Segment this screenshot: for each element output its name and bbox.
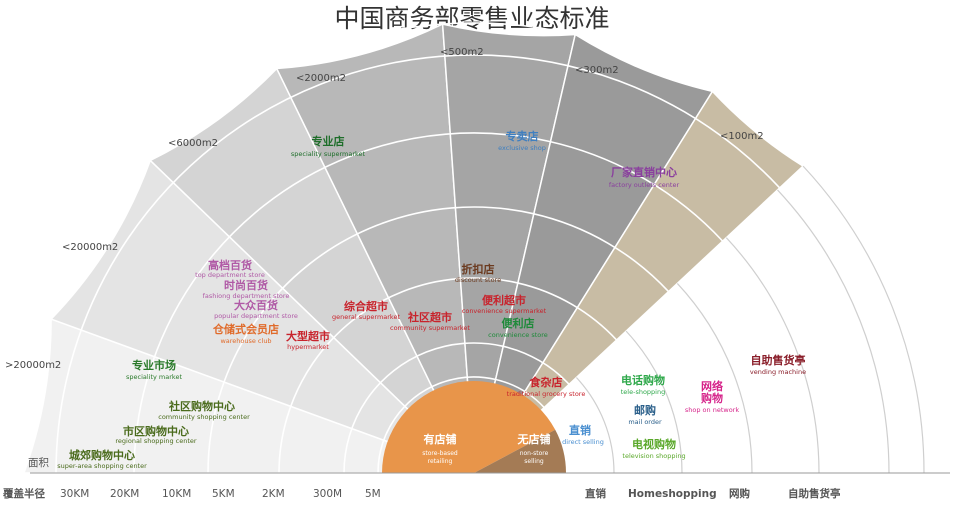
format-en: community shopping center: [158, 413, 250, 421]
format-en: speciality market: [126, 373, 182, 381]
radius-ring: [133, 132, 724, 474]
hub-nonstore-label: 无店铺: [517, 432, 551, 446]
format-en: factory outlets center: [609, 181, 680, 189]
format-en: convenience supermarket: [462, 307, 547, 315]
radius-rings: [23, 22, 925, 474]
nonstore-tick: 自助售货亭: [788, 487, 841, 500]
format-name: 邮购: [634, 403, 656, 417]
nonstore-tick: Homeshopping: [628, 488, 717, 500]
hub-store-en: retailing: [428, 458, 453, 465]
format-en: television shopping: [622, 452, 685, 460]
format-name: 城郊购物中心: [69, 448, 135, 462]
radius-tick: 30KM: [60, 488, 89, 500]
format-name: 网络购物: [701, 379, 723, 405]
radius-ring: [207, 206, 670, 474]
radius-tick: 5M: [365, 488, 381, 500]
format-en: hypermarket: [287, 343, 329, 351]
format-name: 专业市场: [132, 358, 176, 372]
format-name: 自助售货亭: [751, 353, 806, 367]
format-name: 厂家直销中心: [611, 165, 677, 179]
format-name: 时尚百货: [224, 278, 268, 292]
format-en: direct selling: [562, 438, 604, 446]
format-en: super-area shopping center: [57, 462, 147, 470]
radius-tick: 2KM: [262, 488, 285, 500]
radius-ring: [55, 54, 781, 474]
hub-nonstore-sector: [474, 429, 566, 473]
format-name: 电视购物: [632, 437, 676, 451]
radius-tick: 20KM: [110, 488, 139, 500]
nonstore-ring: [575, 377, 615, 474]
retail-type-hub: [382, 380, 566, 473]
hub-store-sector: [382, 380, 556, 473]
format-labels: 专业店 speciality supermarket 专卖店 exclusive…: [57, 129, 806, 470]
format-name: 直销: [569, 423, 591, 437]
format-en: general supermarket: [332, 313, 400, 321]
format-en: tele-shopping: [621, 388, 665, 396]
format-name: 大众百货: [234, 298, 278, 312]
hub-store-label: 有店铺: [424, 432, 457, 446]
format-name: 便利超市: [482, 293, 526, 307]
format-en: shop on network: [685, 406, 739, 414]
nonstore-tick: 网购: [729, 487, 750, 500]
format-en: fashiong department store: [203, 292, 290, 300]
format-name: 市区购物中心: [123, 424, 189, 438]
format-name: 大型超市: [286, 329, 330, 343]
format-name: 社区购物中心: [168, 399, 235, 413]
area-label: <300m2: [575, 65, 619, 76]
format-en: vending machine: [750, 368, 806, 376]
radius-tick: 300M: [313, 488, 342, 500]
format-name: 电话购物: [621, 373, 665, 387]
nonstore-ring: [777, 189, 890, 474]
format-en: convenience store: [488, 331, 548, 339]
radius-axis-label: 覆盖半径: [3, 487, 45, 500]
format-en: speciality supermarket: [291, 150, 366, 158]
nonstore-tick: 直销: [585, 487, 606, 500]
format-en: top department store: [195, 271, 265, 279]
format-en: exclusive shop: [498, 144, 546, 152]
hub-store-en: store-based: [422, 450, 458, 457]
format-name: 高档百货: [208, 258, 252, 272]
nonstore-ring: [625, 330, 683, 474]
area-axis-label: 面积: [28, 457, 49, 469]
area-label: >20000m2: [5, 360, 61, 371]
format-en: regional shopping center: [115, 437, 197, 445]
radius-ring: [377, 376, 545, 474]
radius-tick: 10KM: [162, 488, 191, 500]
area-label: <2000m2: [296, 73, 346, 84]
radius-tick: 5KM: [212, 488, 235, 500]
format-name: 专业店: [312, 134, 345, 148]
nonstore-ring: [802, 165, 925, 474]
hub-nonstore-en: selling: [524, 458, 544, 465]
format-en: warehouse club: [220, 337, 271, 345]
format-en: popular department store: [214, 312, 298, 320]
format-name: 专卖店: [506, 129, 539, 143]
hub-nonstore-en: non-store: [520, 450, 549, 457]
area-label: <6000m2: [168, 138, 218, 149]
radius-ring: [343, 342, 570, 474]
format-name: 折扣店: [462, 262, 495, 276]
area-label: <500m2: [440, 47, 484, 58]
radius-ring: [278, 277, 618, 474]
format-en: discount store: [455, 276, 501, 284]
nonstore-ring: [725, 237, 820, 474]
format-name: 食杂店: [530, 375, 563, 389]
format-name: 便利店: [502, 316, 535, 330]
format-name: 仓储式会员店: [212, 322, 279, 336]
area-label: <100m2: [720, 131, 764, 142]
area-sector: [473, 90, 805, 474]
radius-ring: [23, 22, 804, 474]
format-en: community supermarket: [390, 324, 470, 332]
page-title: 中国商务部零售业态标准: [334, 4, 609, 33]
format-name: 综合超市: [344, 299, 388, 313]
format-en: traditional grocery store: [507, 390, 586, 398]
area-label: <20000m2: [62, 242, 118, 253]
format-en: mail order: [628, 418, 662, 426]
nonstore-ring: [676, 282, 753, 474]
format-name: 社区超市: [407, 310, 452, 324]
